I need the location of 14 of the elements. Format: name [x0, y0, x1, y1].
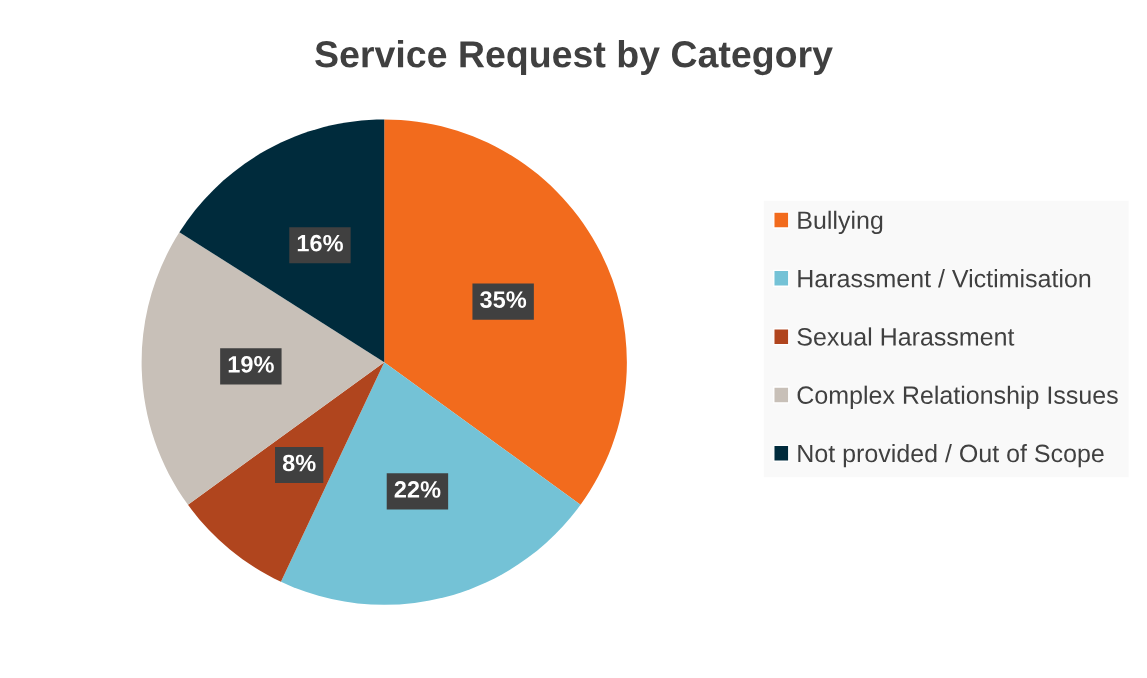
chart-title: Service Request by Category: [315, 40, 833, 76]
pie-slice: [141, 232, 385, 505]
data-label: 16%: [297, 234, 343, 252]
legend-label: Not provided / Out of Scope: [798, 443, 1104, 468]
pie-slice: [280, 362, 581, 605]
data-label: 19%: [228, 356, 274, 373]
pie-slice: [384, 119, 627, 505]
legend-label: Sexual Harassment: [797, 327, 1015, 346]
legend-label: Harassment / Victimisation: [798, 269, 1091, 288]
data-label: 35%: [480, 291, 527, 308]
data-label: 8%: [282, 454, 316, 472]
data-label: 22%: [394, 481, 441, 498]
legend-label: Complex Relationship Issues: [797, 385, 1118, 409]
legend-label: Bullying: [798, 210, 883, 235]
